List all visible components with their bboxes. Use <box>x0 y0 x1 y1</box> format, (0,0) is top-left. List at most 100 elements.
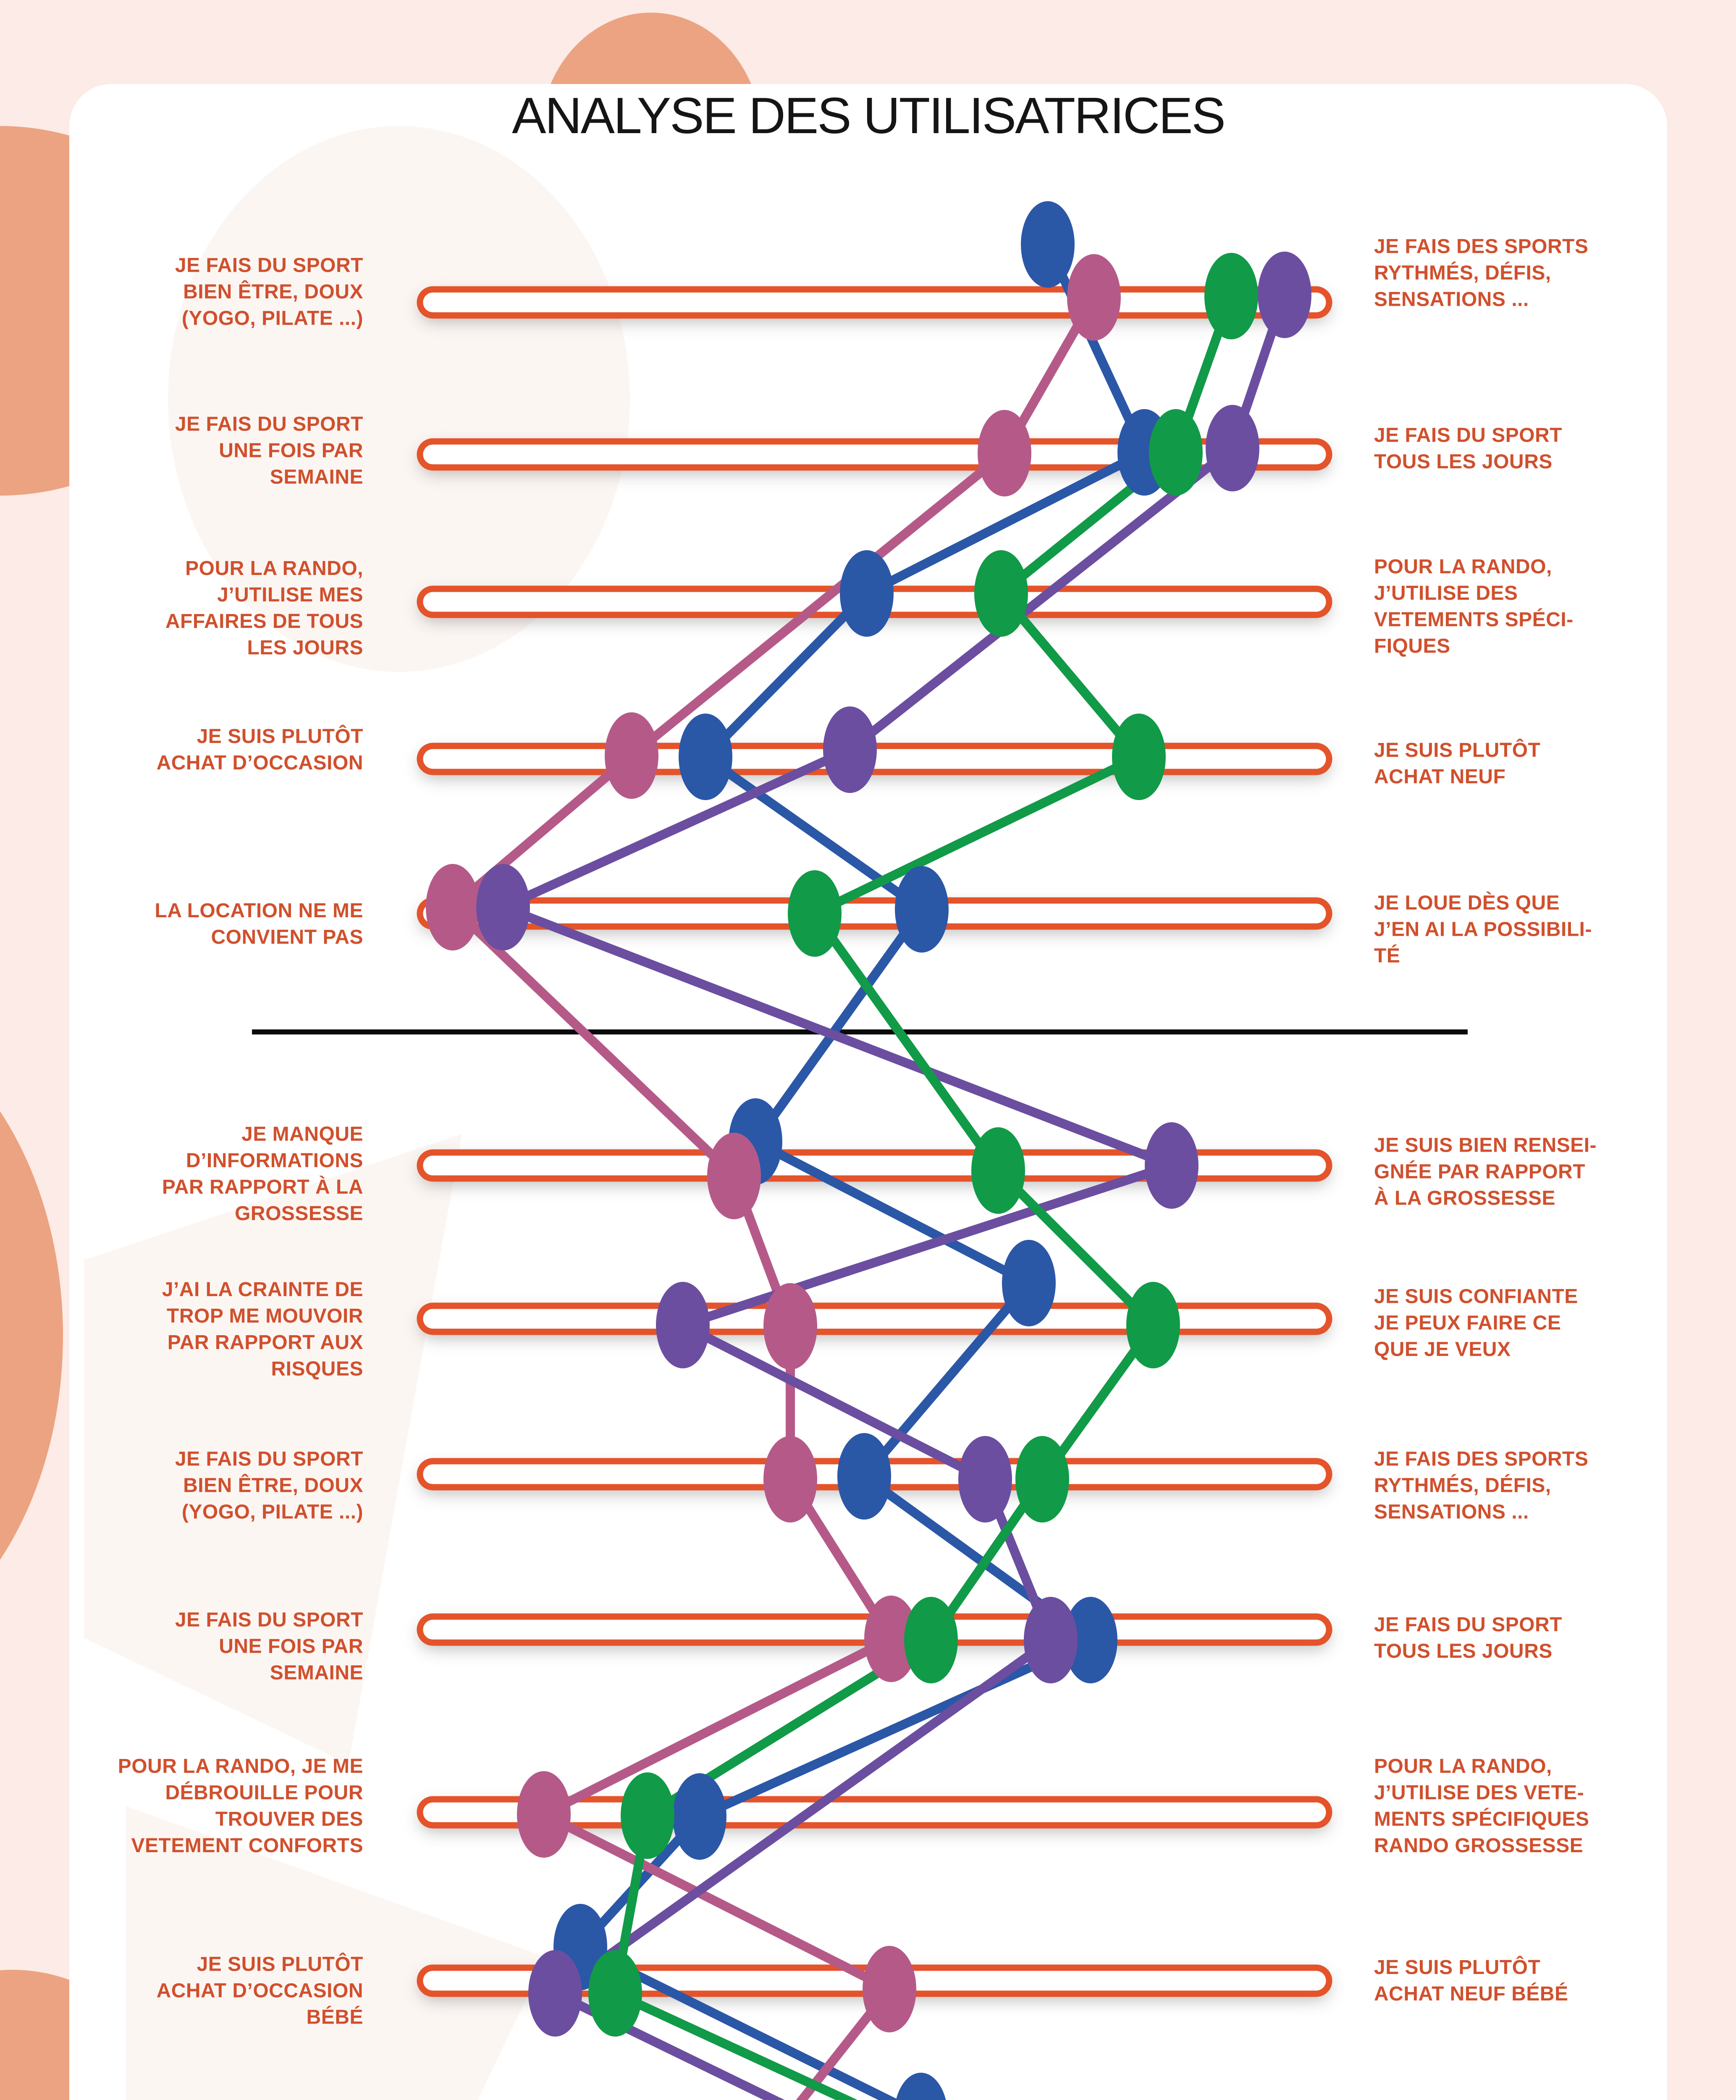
left-statement-8-line: BIEN ÊTRE, DOUX <box>183 1474 363 1497</box>
dot-user-pink-row5 <box>426 864 480 950</box>
right-statement-9-line: TOUS LES JOURS <box>1374 1640 1552 1662</box>
left-statement-4-line: ACHAT D’OCCASION <box>156 752 363 774</box>
right-statement-10: POUR LA RANDO, J’UTILISE DES VETE- MENTS S… <box>1374 1753 1668 1859</box>
dot-user-purple-row11 <box>528 1950 582 2037</box>
left-statement-6: JE MANQUE D’INFORMATIONS PAR RAPPORT À LA G… <box>86 1121 363 1227</box>
right-statement-10-line: RANDO GROSSESSE <box>1374 1835 1584 1857</box>
left-statement-3-line: LES JOURS <box>247 637 363 659</box>
right-statement-9-line: JE FAIS DU SPORT <box>1374 1614 1563 1636</box>
right-statement-9: JE FAIS DU SPORT TOUS LES JOURS <box>1374 1612 1668 1664</box>
right-statement-3-line: POUR LA RANDO, <box>1374 556 1552 578</box>
dot-user-blue-row7 <box>1002 1240 1056 1326</box>
right-statement-5-line: JE LOUE DÈS QUE <box>1374 892 1560 914</box>
dot-user-blue-row4 <box>679 714 732 800</box>
left-statement-7-line: J’AI LA CRAINTE DE <box>162 1278 363 1301</box>
right-statement-2-line: TOUS LES JOURS <box>1374 451 1552 473</box>
right-statement-5-line: TÉ <box>1374 945 1400 967</box>
left-statement-9-line: JE FAIS DU SPORT <box>175 1609 363 1631</box>
left-statement-10-line: DÉBROUILLE POUR <box>165 1782 363 1804</box>
right-statement-3-line: VETEMENTS SPÉCI- <box>1374 609 1573 631</box>
left-statement-4: JE SUIS PLUTÔT ACHAT D’OCCASION <box>86 723 363 776</box>
right-statement-2: JE FAIS DU SPORT TOUS LES JOURS <box>1374 422 1668 475</box>
dot-user-purple-row4 <box>823 706 877 793</box>
right-statement-7-line: JE SUIS CONFIANTE <box>1374 1285 1578 1308</box>
dot-user-green-row10 <box>621 1772 674 1859</box>
right-statement-1-line: RYTHMÉS, DÉFIS, <box>1374 262 1551 284</box>
dot-user-pink-row11 <box>863 1946 916 2032</box>
right-statement-10-line: MENTS SPÉCIFIQUES <box>1374 1808 1589 1830</box>
page-title: ANALYSE DES UTILISATRICES <box>512 87 1226 144</box>
left-statement-1: JE FAIS DU SPORT BIEN ÊTRE, DOUX (YOGO, PI… <box>86 252 363 332</box>
dot-user-purple-row2 <box>1206 405 1259 491</box>
dot-user-green-row2 <box>1149 409 1203 496</box>
dot-user-green-row7 <box>1126 1282 1180 1368</box>
left-statement-7-line: TROP ME MOUVOIR <box>167 1305 363 1327</box>
right-statement-7-line: JE PEUX FAIRE CE <box>1374 1312 1561 1334</box>
right-statement-8-line: SENSATIONS ... <box>1374 1501 1529 1523</box>
left-statement-4-line: JE SUIS PLUTÔT <box>197 725 363 748</box>
left-statement-8: JE FAIS DU SPORT BIEN ÊTRE, DOUX (YOGO, PI… <box>86 1446 363 1525</box>
right-statement-5: JE LOUE DÈS QUE J’EN AI LA POSSIBILI- TÉ <box>1374 890 1668 969</box>
dot-user-purple-row7 <box>656 1282 710 1368</box>
left-statement-1-line: BIEN ÊTRE, DOUX <box>183 281 363 303</box>
dot-user-purple-row9 <box>1024 1597 1078 1683</box>
right-statement-7: JE SUIS CONFIANTE JE PEUX FAIRE CE QUE JE … <box>1374 1284 1668 1363</box>
dot-user-green-row8 <box>1015 1436 1069 1522</box>
dot-user-green-row1 <box>1204 253 1258 339</box>
dot-user-green-row6 <box>971 1127 1025 1214</box>
dot-user-pink-row10 <box>517 1771 571 1858</box>
left-statement-5-line: CONVIENT PAS <box>211 926 363 948</box>
left-statement-3-line: AFFAIRES DE TOUS <box>165 610 363 633</box>
left-statement-2-line: JE FAIS DU SPORT <box>175 413 363 436</box>
right-statement-8-line: JE FAIS DES SPORTS <box>1374 1448 1589 1470</box>
watermark-shape <box>168 126 630 672</box>
left-statement-3-line: POUR LA RANDO, <box>185 557 363 580</box>
dot-user-pink-row6 <box>707 1133 761 1219</box>
dot-user-blue-row8 <box>837 1433 891 1520</box>
right-statement-4-line: ACHAT NEUF <box>1374 766 1506 788</box>
left-statement-3-line: J’UTILISE MES <box>217 584 363 606</box>
left-statement-7-line: RISQUES <box>271 1358 363 1380</box>
dot-user-pink-row7 <box>763 1283 817 1370</box>
dot-user-green-row5 <box>788 870 842 957</box>
right-statement-3-line: J’UTILISE DES <box>1374 582 1518 604</box>
left-statement-9-line: UNE FOIS PAR <box>219 1635 363 1658</box>
dot-user-blue-row9 <box>1064 1597 1117 1683</box>
right-statement-6-line: À LA GROSSESSE <box>1374 1187 1555 1210</box>
right-statement-11: JE SUIS PLUTÔT ACHAT NEUF BÉBÉ <box>1374 1954 1668 2007</box>
left-statement-10-line: VETEMENT CONFORTS <box>131 1835 363 1857</box>
right-statement-4: JE SUIS PLUTÔT ACHAT NEUF <box>1374 737 1668 790</box>
left-statement-11-line: BÉBÉ <box>306 2006 363 2029</box>
dot-user-purple-row6 <box>1145 1122 1198 1209</box>
left-statement-1-line: JE FAIS DU SPORT <box>175 254 363 277</box>
dot-user-blue-row3 <box>840 550 894 637</box>
left-statement-6-line: GROSSESSE <box>235 1202 363 1225</box>
left-statement-11-line: JE SUIS PLUTÔT <box>197 1953 363 1976</box>
left-statement-10-line: TROUVER DES <box>215 1808 363 1830</box>
left-statement-11: JE SUIS PLUTÔT ACHAT D’OCCASION BÉBÉ <box>86 1951 363 2031</box>
left-statement-10-line: POUR LA RANDO, JE ME <box>118 1755 363 1777</box>
dot-user-green-row3 <box>974 550 1028 637</box>
left-statement-11-line: ACHAT D’OCCASION <box>156 1979 363 2002</box>
left-statement-2-line: SEMAINE <box>270 466 363 488</box>
scale-bar-7 <box>417 1302 1332 1335</box>
right-statement-1-line: JE FAIS DES SPORTS <box>1374 235 1589 258</box>
right-statement-1-line: SENSATIONS ... <box>1374 288 1529 311</box>
right-statement-5-line: J’EN AI LA POSSIBILI- <box>1374 918 1592 941</box>
left-statement-2-line: UNE FOIS PAR <box>219 439 363 462</box>
left-statement-8-line: JE FAIS DU SPORT <box>175 1448 363 1470</box>
left-statement-7-line: PAR RAPPORT AUX <box>167 1331 363 1354</box>
left-statement-5-line: LA LOCATION NE ME <box>155 900 363 922</box>
dot-user-pink-row2 <box>978 410 1031 496</box>
dot-user-green-row11 <box>588 1950 642 2037</box>
right-statement-8-line: RYTHMÉS, DÉFIS, <box>1374 1474 1551 1497</box>
dot-user-purple-row8 <box>958 1436 1012 1522</box>
series-line-user-pink <box>446 295 1098 2100</box>
left-statement-1-line: (YOGO, PILATE ...) <box>181 307 363 330</box>
scale-bar-6 <box>417 1149 1332 1182</box>
dot-user-green-row9 <box>904 1597 958 1683</box>
left-statement-8-line: (YOGO, PILATE ...) <box>181 1501 363 1523</box>
right-statement-10-line: POUR LA RANDO, <box>1374 1755 1552 1777</box>
